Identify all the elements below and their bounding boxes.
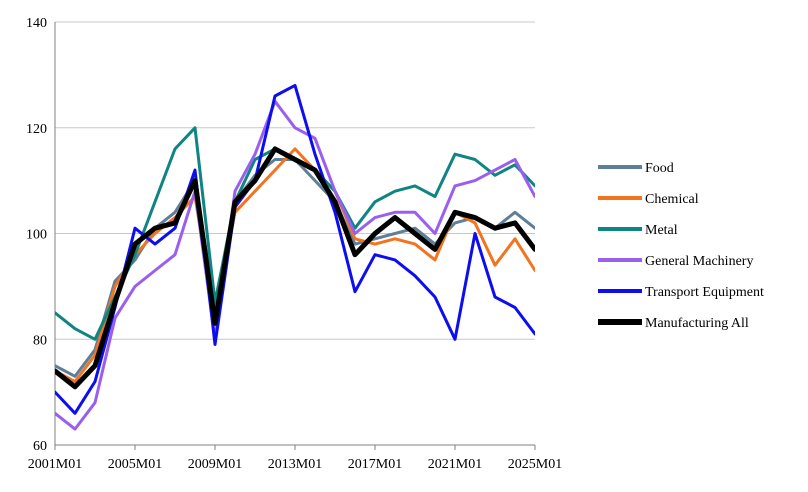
legend-label-food: Food [645,161,674,176]
series-line-transport-equipment [55,83,535,415]
legend: Food Chemical Metal General Machinery Transp… [598,161,764,331]
y-tick-label: 140 [26,16,47,31]
legend-label-general-machinery: General Machinery [645,254,753,269]
x-tick-label: 2005M01 [108,457,162,472]
y-tick-label: 60 [33,439,47,454]
axes: 60 80 100 120 140 2001M01 2005M01 2009M01 2013M0… [26,16,562,472]
x-tick-label: 2009M01 [188,457,242,472]
legend-label-metal: Metal [645,223,678,238]
y-tick-label: 120 [26,122,47,137]
x-tick-label: 2013M01 [268,457,322,472]
x-tick-label: 2025M01 [508,457,562,472]
series-line-general-machinery [55,99,535,431]
x-tick-label: 2001M01 [28,457,82,472]
x-tick-label: 2021M01 [428,457,482,472]
legend-label-chemical: Chemical [645,192,699,207]
series-line-manufacturing-all [55,146,535,390]
x-tick-label: 2017M01 [348,457,402,472]
series-lines [55,83,535,431]
legend-label-transport-equipment: Transport Equipment [645,285,764,300]
legend-label-manufacturing-all: Manufacturing All [645,316,749,331]
y-tick-label: 80 [33,333,47,348]
y-tick-label: 100 [26,228,47,243]
